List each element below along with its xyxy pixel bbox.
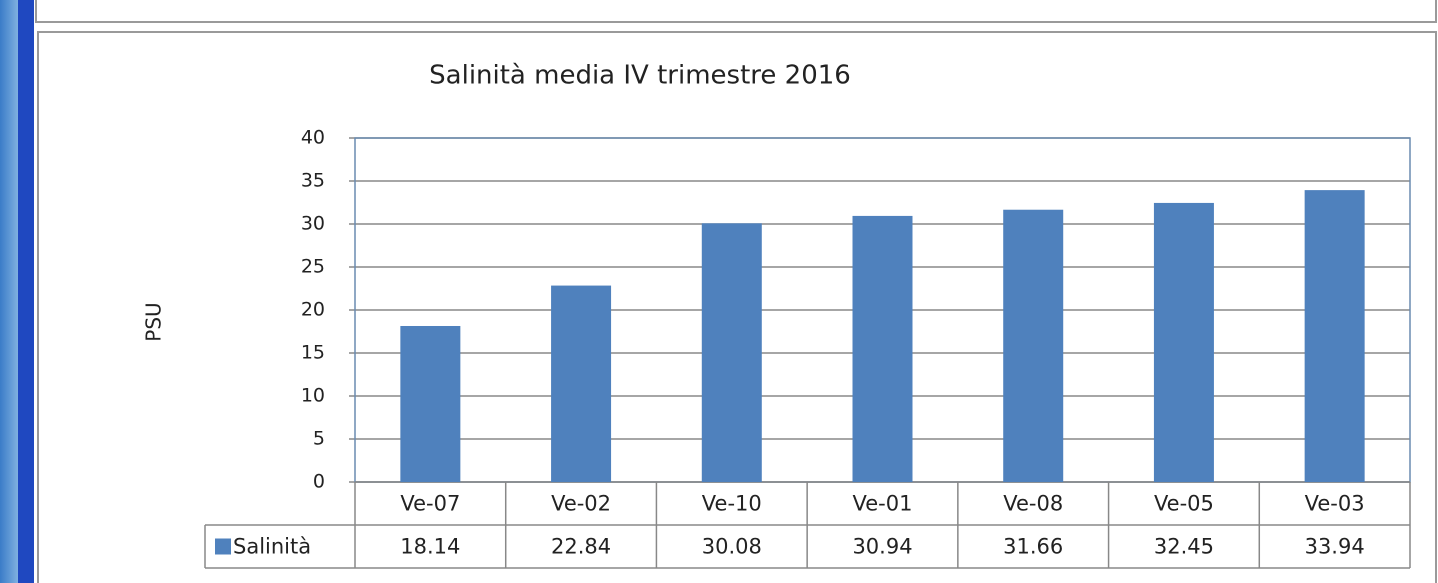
y-tick-label: 40 <box>301 127 325 149</box>
y-tick-label: 25 <box>301 256 325 278</box>
value-label: 22.84 <box>551 535 611 559</box>
y-tick-label: 10 <box>301 385 325 407</box>
legend-swatch <box>215 538 231 555</box>
bar <box>1153 202 1214 482</box>
x-tick-label: Ve-05 <box>1154 492 1214 516</box>
x-tick-label: Ve-03 <box>1305 492 1365 516</box>
bar <box>701 223 762 482</box>
legend-label: Salinità <box>233 535 311 559</box>
chart-title: Salinità media IV trimestre 2016 <box>429 61 851 91</box>
value-label: 31.66 <box>1003 535 1063 559</box>
value-label: 30.08 <box>702 535 762 559</box>
top-panel <box>35 0 1437 23</box>
value-label: 18.14 <box>400 535 460 559</box>
y-tick-label: 35 <box>301 170 325 192</box>
bar <box>1304 190 1365 482</box>
value-label: 30.94 <box>852 535 912 559</box>
value-label: 32.45 <box>1154 535 1214 559</box>
side-decoration <box>0 0 18 583</box>
bar <box>551 285 612 482</box>
side-border <box>18 0 34 583</box>
y-tick-label: 5 <box>313 428 325 450</box>
y-tick-label: 15 <box>301 342 325 364</box>
bar <box>1003 209 1064 482</box>
x-tick-label: Ve-10 <box>702 492 762 516</box>
y-tick-label: 20 <box>301 299 325 321</box>
y-tick-label: 30 <box>301 213 325 235</box>
bar <box>852 215 913 482</box>
x-tick-label: Ve-02 <box>551 492 611 516</box>
bar <box>400 325 461 482</box>
y-tick-label: 0 <box>313 471 325 493</box>
value-label: 33.94 <box>1305 535 1365 559</box>
x-tick-label: Ve-01 <box>853 492 913 516</box>
x-tick-label: Ve-08 <box>1003 492 1063 516</box>
x-tick-label: Ve-07 <box>400 492 460 516</box>
y-axis-label: PSU <box>142 302 166 341</box>
